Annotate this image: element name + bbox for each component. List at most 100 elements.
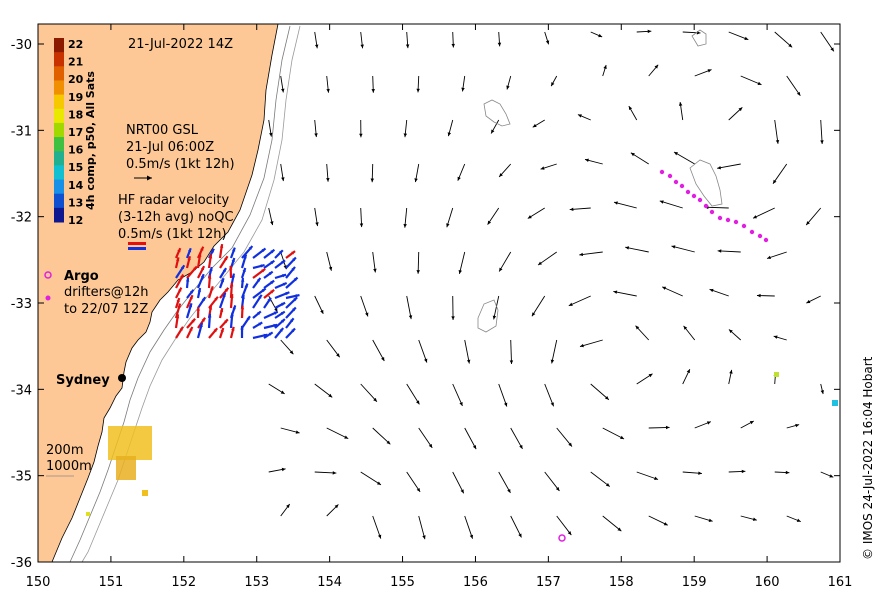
colorbar-tick-label: 14 <box>68 179 84 192</box>
current-vector <box>406 471 421 493</box>
current-vector <box>498 251 512 272</box>
hf-radar-vector-head <box>244 283 248 288</box>
hf-radar-vector-head <box>210 248 214 253</box>
current-vector-head <box>408 315 413 320</box>
hf-radar-vector-head <box>270 249 275 254</box>
current-vector-head <box>328 393 333 398</box>
current-vector <box>551 339 558 364</box>
current-vector-head <box>806 299 811 304</box>
hf-radar-vector-head <box>293 277 298 282</box>
hf-radar-vector-head <box>208 313 212 318</box>
current-vector-head <box>336 353 340 358</box>
colorbar-segment <box>54 94 64 110</box>
hf-radar-vector-head <box>179 274 184 279</box>
argo-legend-marker <box>44 271 52 279</box>
current-vector-head <box>403 133 408 138</box>
hf-radar-vector-head <box>240 278 245 282</box>
current-vector-head <box>665 425 670 430</box>
colorbar-segment <box>54 179 64 195</box>
current-vector <box>568 295 591 307</box>
hf-radar-vector-head <box>270 260 275 265</box>
hf-radar-vector-head <box>177 303 181 308</box>
current-vector-head <box>373 268 377 273</box>
model-scale-arrow <box>134 175 152 181</box>
current-vector-head <box>545 40 550 45</box>
current-vector-head <box>550 359 555 364</box>
current-vector-head <box>403 223 407 228</box>
current-vector <box>417 251 420 274</box>
current-vector-head <box>405 44 410 49</box>
current-vector-head <box>286 504 290 508</box>
hf-radar-vector-head <box>261 248 266 253</box>
current-vector-head <box>469 534 474 539</box>
current-vector-head <box>598 33 603 38</box>
x-tick-label: 158 <box>609 575 634 590</box>
colorbar-segment <box>54 165 64 181</box>
hf-radar-vector-head <box>243 254 247 259</box>
current-vector-head <box>466 359 471 364</box>
current-vector <box>820 119 823 144</box>
island-contour-top <box>691 29 707 47</box>
current-vector-head <box>269 132 273 137</box>
hf-radar-vector-head <box>230 293 234 298</box>
contour-200m <box>69 25 291 563</box>
current-vector-head <box>499 267 503 272</box>
australia-land <box>37 23 279 563</box>
current-vector-head <box>416 400 420 405</box>
current-vector-head <box>707 69 712 73</box>
hf-radar-vector-head <box>281 260 286 264</box>
hf-radar-vector-head <box>210 286 214 291</box>
current-vector <box>406 383 420 405</box>
hf-radar-vector-head <box>281 302 286 306</box>
plot-frame <box>37 23 841 563</box>
current-vector-head <box>717 249 722 253</box>
colorbar-tick-label: 13 <box>68 196 83 209</box>
hf-radar-vector-head <box>228 265 233 270</box>
current-vector <box>464 427 477 450</box>
current-vector-head <box>555 487 560 491</box>
seamount-contour-b <box>477 299 499 333</box>
y-tick-label: -30 <box>11 38 32 53</box>
current-vector-head <box>749 421 754 425</box>
current-vector-head <box>744 36 749 40</box>
y-tick-label: -35 <box>11 470 32 485</box>
current-vector-head <box>706 421 711 425</box>
hf-radar-vector-head <box>291 251 296 255</box>
current-vector-head <box>708 518 713 522</box>
current-vector-head <box>332 471 337 475</box>
current-vector <box>544 383 554 407</box>
hf-radar-vector-head <box>270 280 275 285</box>
hf-radar-vector-head <box>256 311 261 316</box>
current-vector <box>805 207 822 226</box>
model-legend-line-3: 0.5m/s (1kt 12h) <box>126 157 235 172</box>
hf-radar-vector-head <box>175 314 180 319</box>
date-label: 21-Jul-2022 14Z <box>128 37 233 52</box>
current-vector-head <box>416 487 421 492</box>
hf-radar-vector-head <box>208 305 213 310</box>
current-vector-head <box>491 129 495 134</box>
current-vector <box>498 471 511 494</box>
hf-radar-vector-head <box>224 319 228 324</box>
current-vector-head <box>551 82 555 87</box>
x-tick-label: 152 <box>171 575 196 590</box>
colorbar-tick-label: 22 <box>68 38 83 51</box>
current-vector <box>774 31 793 48</box>
current-vector-head <box>613 290 618 294</box>
hf-radar-vector-head <box>246 316 250 321</box>
current-vector <box>510 515 522 538</box>
current-vector-head <box>424 358 428 363</box>
current-vector-head <box>568 302 573 306</box>
current-vector-head <box>806 221 810 226</box>
radar-scale-arrows <box>128 242 146 250</box>
current-vector-head <box>314 133 318 138</box>
colorbar-segment <box>54 52 64 67</box>
current-vector <box>673 151 695 165</box>
hf-radar-vector-head <box>220 328 224 332</box>
current-vector <box>625 246 649 253</box>
hf-radar-vector-head <box>177 248 181 253</box>
contour-legend-1000m: 1000m <box>46 459 92 474</box>
drifter-legend-marker <box>45 295 51 301</box>
radar-legend-line-3: 0.5m/s (1kt 12h) <box>118 227 227 242</box>
lord-howe-contour <box>689 159 723 207</box>
current-vector-head <box>315 222 319 227</box>
